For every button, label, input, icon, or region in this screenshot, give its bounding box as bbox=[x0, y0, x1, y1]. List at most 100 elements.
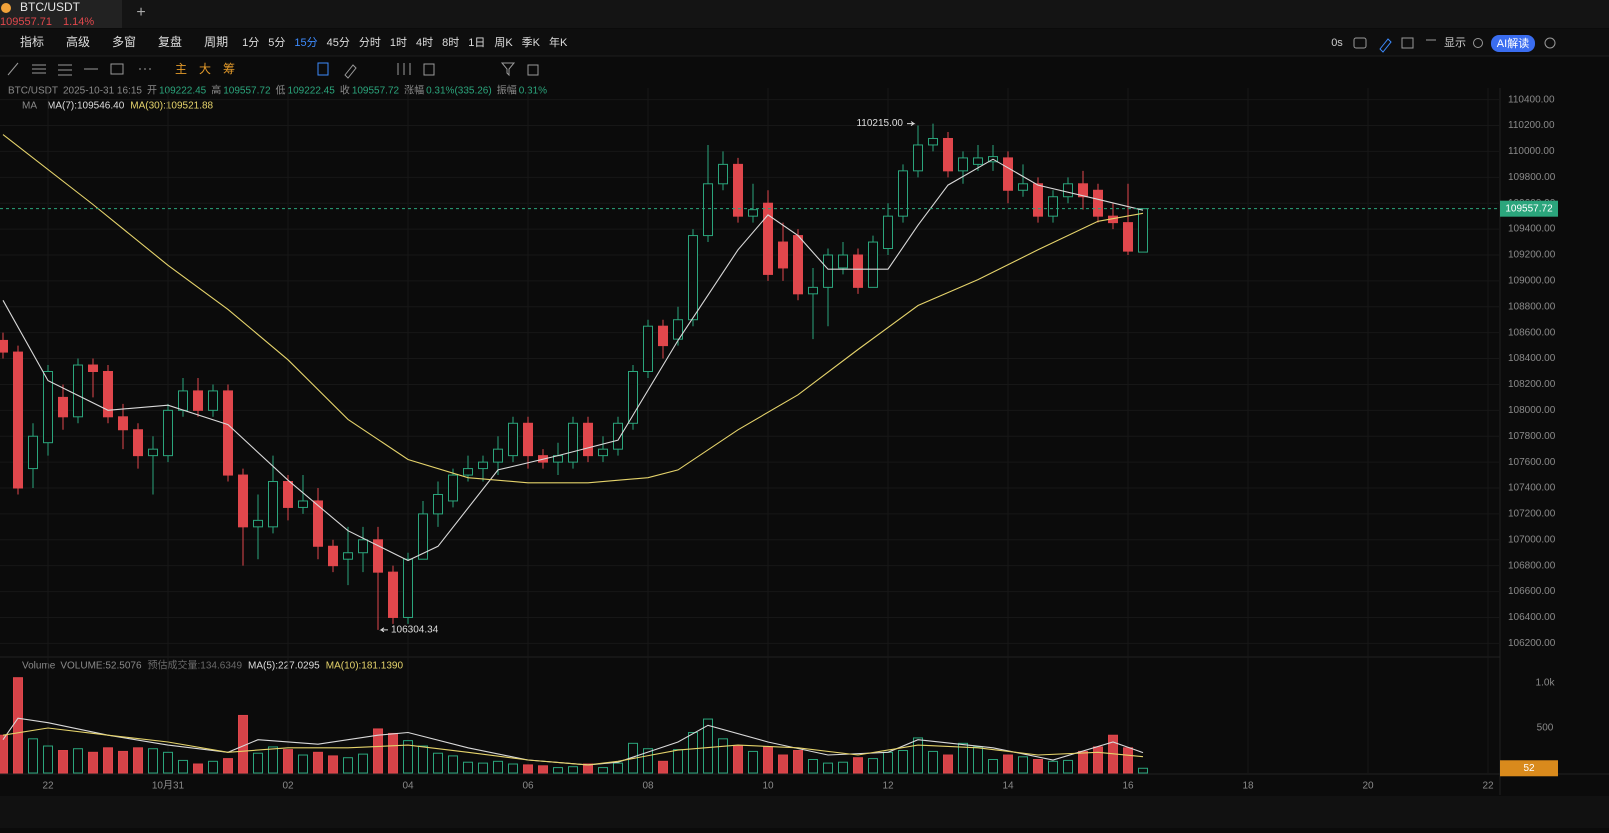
volume-legend: MA(10):181.1390 bbox=[326, 661, 404, 672]
candle-body bbox=[688, 235, 698, 321]
volume-bar bbox=[718, 738, 728, 774]
volume-bar bbox=[883, 751, 893, 774]
indicator-tool[interactable]: 主 bbox=[175, 62, 187, 76]
period-button[interactable]: 季K bbox=[522, 36, 541, 49]
volume-bar bbox=[328, 755, 338, 774]
display[interactable]: 显示 bbox=[1444, 36, 1466, 49]
candle-body bbox=[748, 209, 758, 217]
volume-bar bbox=[778, 754, 788, 774]
period-button[interactable]: 1时 bbox=[390, 36, 407, 49]
filter-tool[interactable] bbox=[500, 62, 516, 77]
candle-body bbox=[223, 390, 233, 476]
bars-tool[interactable] bbox=[397, 63, 411, 75]
period-button[interactable]: 1分 bbox=[242, 36, 259, 49]
line-tool[interactable] bbox=[7, 62, 19, 76]
candle-body bbox=[253, 519, 263, 528]
window-icon[interactable] bbox=[1401, 37, 1414, 49]
info-label: 涨幅 bbox=[404, 84, 424, 97]
delete-tool[interactable] bbox=[527, 64, 539, 76]
volume-bar bbox=[958, 742, 968, 774]
volume-bar bbox=[703, 718, 713, 774]
settings-icon[interactable] bbox=[1473, 38, 1483, 48]
volume-bar bbox=[1048, 760, 1058, 774]
rect-tool[interactable] bbox=[110, 63, 124, 75]
x-tick-label: 04 bbox=[402, 781, 414, 792]
candle-body bbox=[628, 371, 638, 424]
volume-bar bbox=[943, 754, 953, 774]
candle-body bbox=[973, 157, 983, 165]
volume-bar bbox=[508, 763, 518, 774]
info-value: 109222.45 bbox=[159, 86, 207, 97]
fib-tool[interactable] bbox=[58, 64, 72, 76]
volume-bar bbox=[0, 734, 8, 774]
period-button[interactable]: 8时 bbox=[442, 36, 459, 49]
more-icon[interactable] bbox=[1544, 37, 1556, 49]
parallel-tool[interactable] bbox=[32, 64, 46, 74]
volume-bar bbox=[253, 752, 263, 774]
toolbar-button[interactable]: 复盘 bbox=[158, 34, 182, 49]
candle-body bbox=[178, 390, 188, 411]
magnet-tool[interactable] bbox=[317, 62, 329, 76]
volume-bar bbox=[118, 750, 128, 774]
candle-body bbox=[673, 319, 683, 340]
volume-bar bbox=[343, 757, 353, 774]
candle-body bbox=[733, 163, 743, 217]
lock-tool[interactable] bbox=[423, 63, 435, 76]
timer[interactable]: 0s bbox=[1331, 37, 1343, 49]
candle-body bbox=[193, 390, 203, 411]
volume-title: Volume bbox=[22, 661, 56, 672]
volume-bar bbox=[583, 763, 593, 774]
volume-bar bbox=[43, 745, 53, 774]
indicator-tool[interactable]: 大 bbox=[199, 62, 211, 76]
volume-bar bbox=[538, 765, 548, 774]
tab[interactable] bbox=[0, 0, 122, 28]
info-value: 0.31%(335.26) bbox=[426, 86, 492, 97]
candle-body bbox=[853, 254, 863, 288]
toolbar-button[interactable]: 周期 bbox=[204, 35, 228, 49]
volume-bar bbox=[763, 746, 773, 774]
x-tick-label: 16 bbox=[1122, 781, 1134, 792]
tab-bar bbox=[0, 0, 1609, 28]
brush-tool[interactable] bbox=[344, 64, 357, 79]
candle-body bbox=[148, 448, 158, 457]
candle-body bbox=[0, 339, 8, 353]
period-button[interactable]: 年K bbox=[549, 35, 568, 49]
ai-button[interactable] bbox=[1491, 35, 1535, 52]
pen-icon[interactable] bbox=[1379, 38, 1392, 53]
info-label: 低 bbox=[276, 84, 286, 97]
toolbar-button[interactable]: 指标 bbox=[20, 34, 44, 49]
candle-body bbox=[343, 552, 353, 560]
candle-body bbox=[808, 286, 818, 295]
x-tick-label: 08 bbox=[642, 781, 654, 792]
volume-bar bbox=[808, 759, 818, 774]
volume-bar bbox=[868, 758, 878, 774]
tab-symbol[interactable]: BTC/USDT bbox=[20, 0, 81, 14]
candle-body bbox=[883, 215, 893, 250]
period-button[interactable]: 5分 bbox=[268, 36, 285, 49]
info-label: 振幅 bbox=[497, 84, 517, 97]
candle-body bbox=[463, 468, 473, 476]
period-button[interactable]: 45分 bbox=[327, 36, 350, 49]
ma-title: MA bbox=[22, 101, 37, 112]
period-button[interactable]: 4时 bbox=[416, 36, 433, 49]
ai-label[interactable]: AI解读 bbox=[1497, 36, 1529, 50]
candle-body bbox=[1003, 157, 1013, 191]
volume-bar bbox=[988, 759, 998, 774]
period-button[interactable]: 周K bbox=[494, 36, 513, 49]
toolbar-button[interactable]: 高级 bbox=[66, 34, 90, 49]
volume-bar bbox=[358, 753, 368, 774]
toolbar-button[interactable]: 多窗 bbox=[112, 35, 136, 49]
period-button[interactable]: 1日 bbox=[468, 37, 485, 49]
period-button[interactable]: 15分 bbox=[294, 36, 317, 49]
candle-body bbox=[643, 325, 653, 372]
indicator-tool[interactable]: 筹 bbox=[223, 62, 235, 76]
candle-body bbox=[958, 157, 968, 172]
new-tab[interactable]: + bbox=[136, 4, 145, 21]
candle-body bbox=[1018, 183, 1028, 191]
period-button[interactable]: 分时 bbox=[359, 36, 381, 49]
volume-bar bbox=[223, 758, 233, 774]
candle-body bbox=[1123, 222, 1133, 252]
camera-icon[interactable] bbox=[1353, 37, 1367, 49]
x-tick-label: 20 bbox=[1362, 781, 1374, 792]
annotation-arrow bbox=[379, 627, 388, 633]
